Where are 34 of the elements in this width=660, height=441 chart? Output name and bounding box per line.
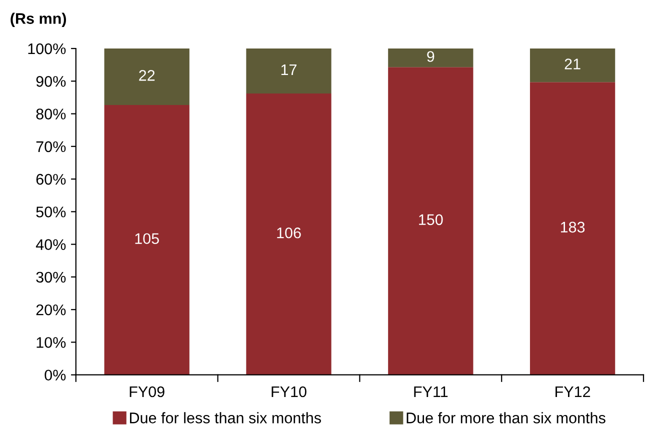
y-tick-label: 0% [44,370,66,381]
annotation: 150 [419,214,443,226]
bar [246,94,332,375]
annotation: 183 [560,222,585,233]
annotation: 21 [564,58,580,70]
annotation: 17 [281,64,296,75]
bar [104,48,190,105]
y-tick-label: 70% [36,141,66,152]
bar [246,48,332,94]
y-tick-label: 100% [28,43,66,54]
annotation: 9 [427,51,434,62]
legend-label: Due for more than six months [406,412,606,424]
bar [530,48,616,82]
chart-title: (Rs mn) [10,12,66,27]
bar [104,104,190,375]
y-tick-label: 10% [36,337,66,348]
y-tick-label: 20% [36,304,66,316]
x-tick-label: FY12 [556,386,590,398]
x-tick-label: FY09 [130,386,164,398]
y-tick-label: 30% [36,272,66,283]
x-tick-label: FY11 [414,386,448,398]
x-tick-label: FY10 [272,386,306,398]
annotation: 106 [277,227,301,238]
y-tick-label: 50% [36,206,66,218]
annotation: 105 [135,233,159,244]
bar [388,48,474,68]
y-tick-label: 60% [36,174,66,185]
bar [388,67,474,375]
annotation: 22 [139,70,155,81]
y-tick-label: 80% [36,108,66,120]
bar [530,82,616,375]
legend-label: Due for less than six months [130,412,321,424]
y-tick-label: 40% [36,239,66,250]
y-tick-label: 90% [36,76,66,87]
